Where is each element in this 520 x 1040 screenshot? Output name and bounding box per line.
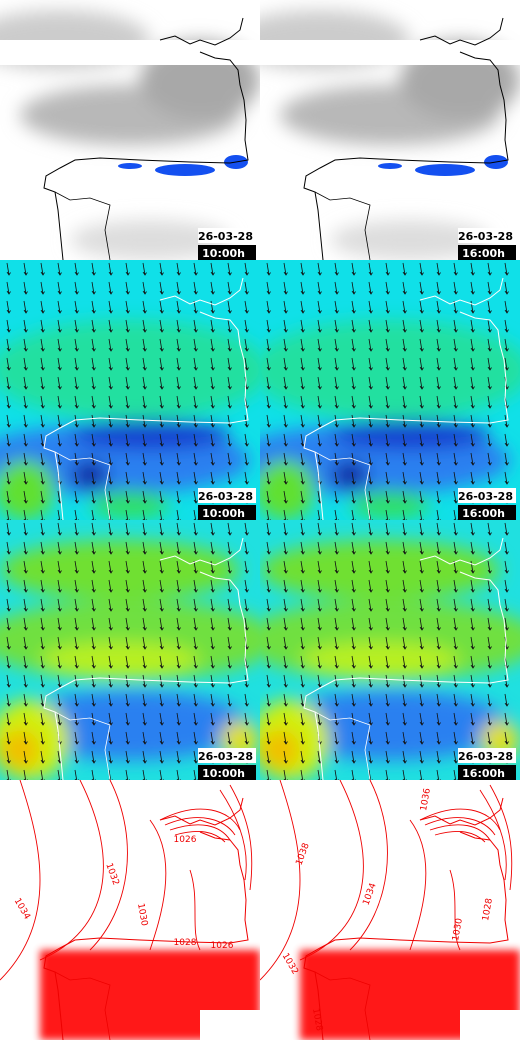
map-panel: 26-03-28 10:00h [0, 520, 280, 780]
map-layer [0, 0, 260, 260]
date-label: 26-03-28 [198, 750, 253, 763]
time-label: 10:00h [202, 507, 245, 520]
date-label: 26-03-28 [458, 490, 513, 503]
panel-content [230, 260, 520, 520]
map-panel: 26-03-28 16:00h [230, 0, 520, 260]
panel-content [260, 780, 520, 1040]
date-label: 26-03-28 [198, 230, 253, 243]
panel-content [240, 520, 520, 780]
isobar-label: 1030 [135, 903, 149, 928]
panel-content [0, 520, 280, 780]
date-box [198, 488, 256, 503]
date-box [458, 748, 516, 763]
date-label: 26-03-28 [198, 490, 253, 503]
time-label: 16:00h [462, 507, 505, 520]
map-layer [240, 520, 520, 780]
date-label: 26-03-28 [458, 230, 513, 243]
date-box [458, 488, 516, 503]
panel-content [0, 780, 260, 1040]
map-layer [0, 520, 280, 780]
panel-content [230, 0, 520, 260]
date-box [458, 228, 516, 243]
time-box [458, 245, 516, 260]
isobar-label: 1028 [481, 897, 495, 922]
isobar-label: 1036 [419, 787, 433, 812]
time-box [198, 505, 256, 520]
map-panel: 26-03-28 16:00h [240, 520, 520, 780]
time-box [198, 765, 256, 780]
isobar-label: 1026 [174, 835, 197, 845]
map-panel: 26-03-28 16:00h [230, 260, 520, 520]
date-label: 26-03-28 [458, 750, 513, 763]
panel-content [0, 0, 260, 260]
panel-content [0, 260, 270, 520]
map-panel: 26-03-28 10:00h [0, 0, 260, 260]
isobar-label: 1030 [451, 917, 465, 942]
map-layer [0, 780, 260, 1040]
isobar-label: 1028 [174, 938, 197, 948]
time-label: 10:00h [202, 767, 245, 780]
time-label: 16:00h [462, 247, 505, 260]
time-box [458, 505, 516, 520]
isobar-label: 1026 [211, 941, 234, 951]
isobar-label: 1028 [310, 1008, 324, 1033]
time-label: 16:00h [462, 767, 505, 780]
date-box [198, 228, 256, 243]
time-box [458, 765, 516, 780]
map-panel: 26-03-28 10:00h [0, 260, 270, 520]
map-layer [230, 260, 520, 520]
date-box [198, 748, 256, 763]
time-label: 10:00h [202, 247, 245, 260]
map-layer [0, 260, 270, 520]
map-layer [230, 0, 520, 260]
map-layer [260, 780, 520, 1040]
time-box [198, 245, 256, 260]
